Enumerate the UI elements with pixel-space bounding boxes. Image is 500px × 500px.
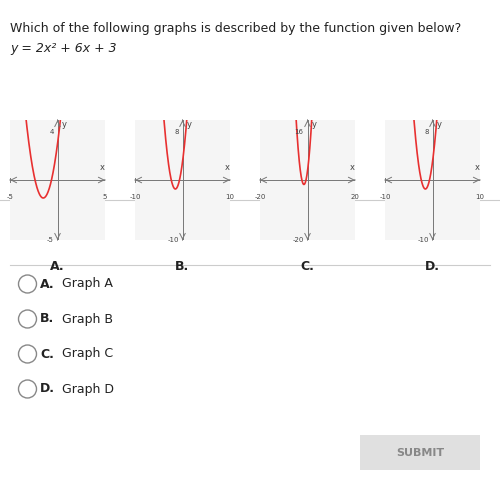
Text: Which of the following graphs is described by the function given below?: Which of the following graphs is describ…	[10, 22, 461, 35]
Text: 5: 5	[103, 194, 107, 200]
Text: -10: -10	[380, 194, 391, 200]
Text: Graph A: Graph A	[62, 278, 114, 290]
Text: -10: -10	[167, 237, 178, 243]
Text: y: y	[312, 120, 316, 129]
Text: 8: 8	[424, 129, 428, 135]
Text: A.: A.	[40, 278, 54, 290]
Text: -20: -20	[292, 237, 304, 243]
Text: 10: 10	[476, 194, 484, 200]
Text: -10: -10	[417, 237, 428, 243]
Text: A.: A.	[50, 260, 65, 273]
Text: 4: 4	[50, 129, 54, 135]
Text: 8: 8	[174, 129, 178, 135]
Text: x: x	[475, 162, 480, 172]
Text: C.: C.	[40, 348, 54, 360]
Text: x: x	[100, 162, 105, 172]
Text: Graph D: Graph D	[62, 382, 114, 396]
Text: C.: C.	[300, 260, 314, 273]
Text: x: x	[225, 162, 230, 172]
Text: D.: D.	[40, 382, 55, 396]
Text: D.: D.	[425, 260, 440, 273]
Text: y: y	[436, 120, 442, 129]
Text: 20: 20	[350, 194, 360, 200]
Text: B.: B.	[176, 260, 190, 273]
Text: Graph B: Graph B	[62, 312, 114, 326]
Text: Graph C: Graph C	[62, 348, 114, 360]
Text: 16: 16	[294, 129, 304, 135]
Text: y: y	[186, 120, 192, 129]
Text: SUBMIT: SUBMIT	[396, 448, 444, 458]
Text: -10: -10	[129, 194, 141, 200]
Text: -5: -5	[47, 237, 54, 243]
Text: B.: B.	[40, 312, 54, 326]
Text: -20: -20	[254, 194, 266, 200]
Text: y: y	[62, 120, 66, 129]
Text: -5: -5	[6, 194, 14, 200]
Text: y = 2x² + 6x + 3: y = 2x² + 6x + 3	[10, 42, 117, 55]
Text: x: x	[350, 162, 355, 172]
Text: 10: 10	[226, 194, 234, 200]
